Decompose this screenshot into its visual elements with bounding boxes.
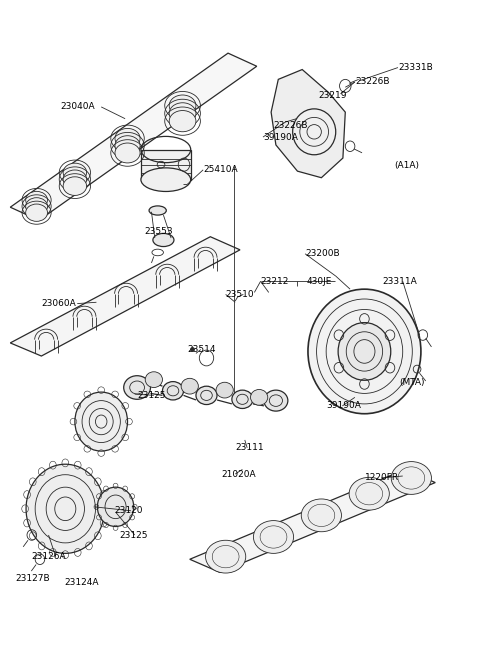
Ellipse shape <box>149 206 166 215</box>
Ellipse shape <box>251 390 268 405</box>
Ellipse shape <box>25 191 48 209</box>
Text: 23060A: 23060A <box>41 299 76 308</box>
Text: 23111: 23111 <box>235 443 264 452</box>
Ellipse shape <box>349 478 389 510</box>
Text: 23040A: 23040A <box>60 102 95 112</box>
Ellipse shape <box>115 128 140 148</box>
Ellipse shape <box>301 499 341 532</box>
Text: 23311A: 23311A <box>383 277 418 286</box>
Text: 23226B: 23226B <box>355 78 389 87</box>
Ellipse shape <box>338 323 391 380</box>
Ellipse shape <box>63 170 86 189</box>
Text: 39190A: 39190A <box>263 133 298 141</box>
Text: 23514: 23514 <box>187 345 216 354</box>
Text: 23219: 23219 <box>318 91 347 100</box>
Ellipse shape <box>181 378 198 394</box>
Text: 23126A: 23126A <box>32 552 66 561</box>
Ellipse shape <box>115 136 140 156</box>
Ellipse shape <box>141 168 191 191</box>
Ellipse shape <box>391 462 432 494</box>
Ellipse shape <box>169 102 196 124</box>
Polygon shape <box>10 237 240 356</box>
Text: 23553: 23553 <box>144 227 173 236</box>
Ellipse shape <box>26 464 105 553</box>
Ellipse shape <box>293 109 336 155</box>
Text: 23127B: 23127B <box>15 574 49 583</box>
Ellipse shape <box>25 198 48 215</box>
Ellipse shape <box>216 382 233 398</box>
Ellipse shape <box>169 95 196 116</box>
Polygon shape <box>271 70 345 177</box>
Ellipse shape <box>232 390 253 409</box>
Ellipse shape <box>63 163 86 182</box>
Text: 23200B: 23200B <box>305 249 340 258</box>
Text: 430JE: 430JE <box>307 277 332 286</box>
Ellipse shape <box>75 392 128 451</box>
Text: 23125: 23125 <box>137 391 166 400</box>
Ellipse shape <box>97 487 134 526</box>
Ellipse shape <box>264 390 288 411</box>
Text: 23510: 23510 <box>226 290 254 299</box>
Text: 23226B: 23226B <box>274 121 308 130</box>
Text: 23212: 23212 <box>261 277 289 286</box>
Ellipse shape <box>253 520 294 553</box>
Ellipse shape <box>145 372 162 388</box>
Ellipse shape <box>196 386 217 405</box>
Polygon shape <box>10 53 257 220</box>
Ellipse shape <box>153 233 174 246</box>
Polygon shape <box>141 150 191 179</box>
Ellipse shape <box>308 289 421 414</box>
Polygon shape <box>190 470 435 572</box>
Ellipse shape <box>169 110 196 132</box>
Ellipse shape <box>205 540 246 573</box>
Text: 39190A: 39190A <box>326 401 361 411</box>
Ellipse shape <box>25 204 48 221</box>
Text: 23124A: 23124A <box>64 578 98 587</box>
Text: (A1A): (A1A) <box>394 162 419 170</box>
Ellipse shape <box>124 376 151 399</box>
Ellipse shape <box>63 177 86 195</box>
Text: 23125: 23125 <box>120 530 148 539</box>
Text: 1220FR: 1220FR <box>365 474 399 482</box>
Text: 23120: 23120 <box>115 507 143 515</box>
Text: 21020A: 21020A <box>222 470 256 478</box>
Ellipse shape <box>115 143 140 163</box>
Text: 25410A: 25410A <box>203 166 238 174</box>
Text: 23331B: 23331B <box>398 63 432 72</box>
Ellipse shape <box>162 382 183 400</box>
Text: (MTA): (MTA) <box>399 378 424 387</box>
